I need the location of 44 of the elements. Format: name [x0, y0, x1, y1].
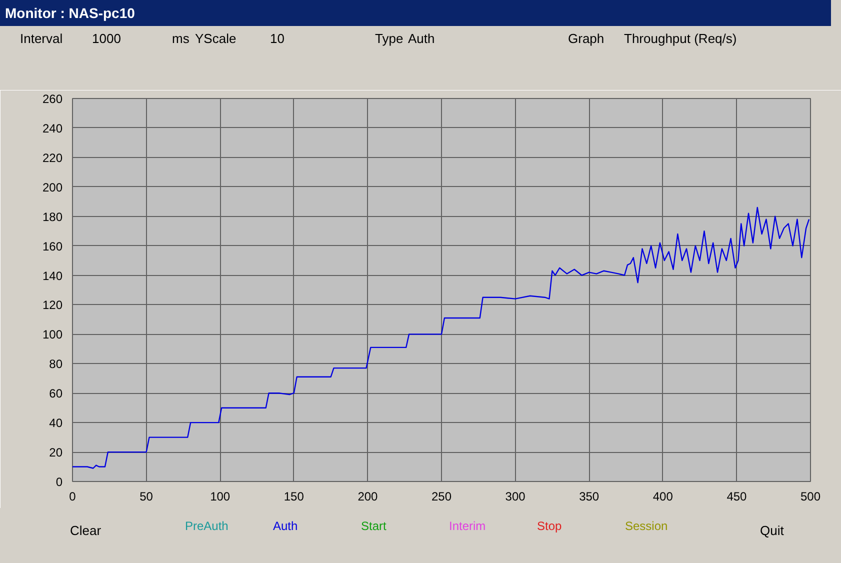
legend-label: PreAuth	[185, 518, 228, 535]
x-tick-label: 100	[210, 490, 230, 504]
y-tick-label: 140	[42, 268, 63, 283]
x-tick-label: 350	[579, 490, 600, 504]
x-tick-label: 400	[652, 490, 674, 504]
y-tick-label: 0	[56, 475, 63, 489]
text: Interval	[20, 30, 63, 48]
y-tick-label: 160	[42, 239, 63, 254]
y-tick-label: 20	[49, 446, 63, 460]
text: Auth	[408, 30, 435, 48]
x-tick-label: 150	[284, 490, 304, 504]
text: YScale	[195, 30, 236, 48]
chart-title: Monitor : NAS-pc10	[0, 0, 831, 26]
y-tick-label: 200	[42, 180, 63, 194]
x-tick-label: 250	[431, 490, 452, 504]
y-tick-label: 40	[49, 416, 63, 430]
y-tick-label: 60	[49, 386, 63, 401]
y-tick-label: 100	[42, 328, 63, 342]
legend-label: Interim	[449, 518, 486, 535]
line-series	[72, 206, 810, 469]
text: 10	[270, 30, 284, 48]
x-tick-label: 300	[505, 490, 526, 504]
y-tick-label: 120	[42, 298, 63, 312]
y-tick-label: 260	[42, 92, 63, 106]
legend-label: Stop	[537, 518, 562, 535]
x-tick-label: 200	[358, 490, 378, 504]
legend-label: Session	[625, 518, 668, 535]
text: Auth	[273, 518, 298, 535]
x-tick-label: 450	[726, 490, 748, 504]
text: Graph	[568, 30, 604, 48]
text: 1000	[92, 30, 121, 48]
text: Type	[375, 30, 404, 48]
x-tick-label: 500	[800, 490, 821, 504]
x-tick-label: 50	[140, 490, 154, 504]
y-tick-label: 220	[42, 150, 63, 165]
text: Throughput (Req/s)	[624, 30, 737, 48]
y-tick-label: 80	[49, 357, 63, 372]
legend-label: Start	[361, 518, 386, 535]
y-tick-label: 240	[42, 121, 63, 136]
y-tick-label: 180	[42, 210, 63, 224]
text: Quit	[760, 522, 784, 540]
text: Clear	[70, 522, 102, 540]
text: ms	[172, 30, 190, 48]
x-tick-label: 0	[69, 490, 76, 504]
